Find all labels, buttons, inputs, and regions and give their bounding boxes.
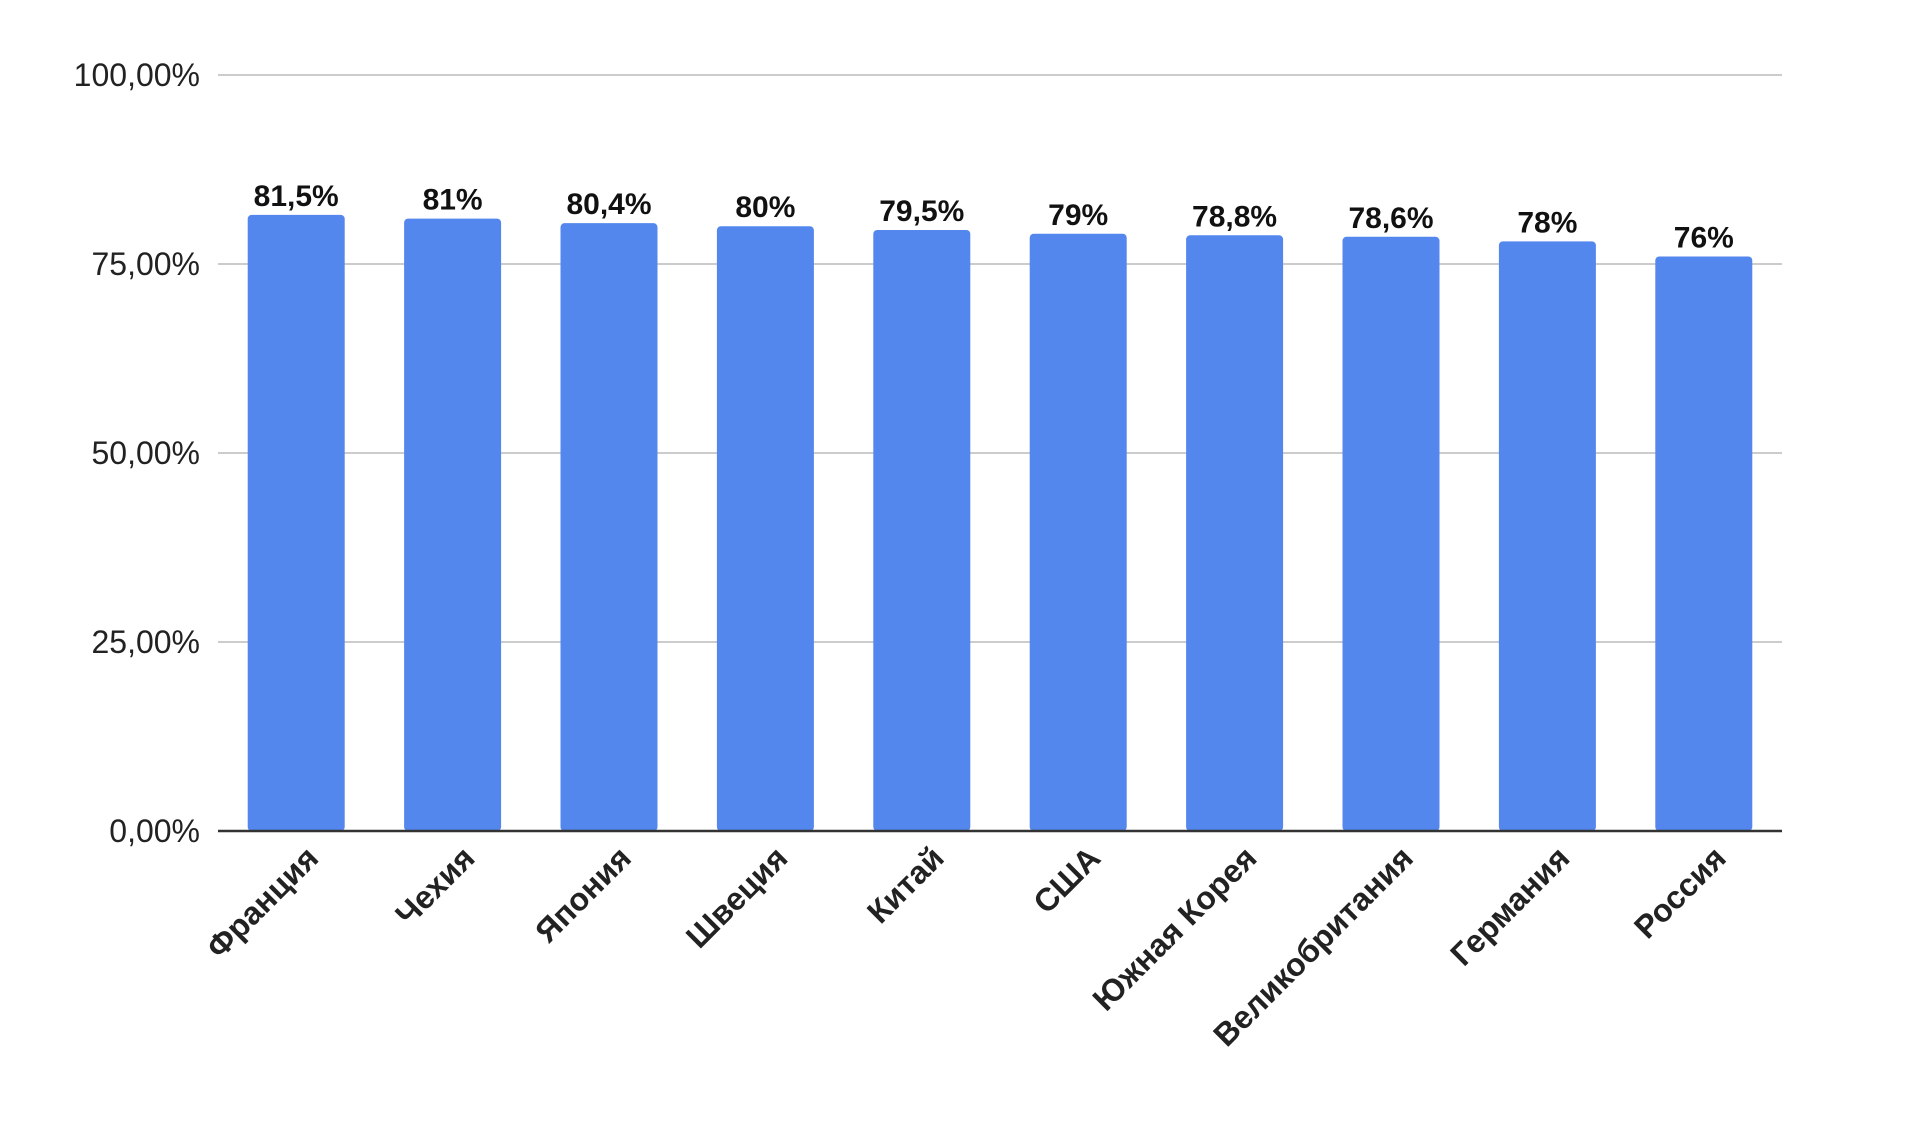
y-tick-label: 50,00%: [91, 435, 200, 471]
y-tick-label: 0,00%: [109, 813, 200, 849]
category-label: Китай: [860, 839, 951, 930]
data-label: 76%: [1674, 221, 1734, 254]
data-label: 81,5%: [254, 180, 339, 213]
bar: [404, 218, 502, 831]
bar: [560, 223, 658, 831]
bar: [1186, 235, 1284, 832]
y-tick-label: 75,00%: [91, 246, 200, 282]
bars: [247, 214, 1753, 832]
category-label: Швеция: [679, 839, 794, 954]
bar: [247, 214, 345, 832]
category-label: США: [1026, 839, 1107, 920]
data-label: 78,6%: [1348, 202, 1433, 235]
bar: [1498, 241, 1596, 831]
category-label: Россия: [1627, 839, 1733, 945]
category-label: Франция: [199, 839, 325, 965]
y-tick-label: 25,00%: [91, 624, 200, 660]
data-labels: 81,5% 81% 80,4% 80% 79,5% 79% 78,8% 78,6% 78% 76%: [254, 180, 1734, 255]
data-label: 79%: [1048, 199, 1108, 232]
bar: [1655, 256, 1753, 831]
bar: [716, 226, 814, 831]
category-label: Южная Корея: [1085, 839, 1263, 1017]
data-label: 81%: [423, 184, 483, 217]
data-label: 80%: [735, 191, 795, 224]
y-tick-label: 100,00%: [74, 57, 200, 93]
bar: [1029, 233, 1127, 831]
category-label: Япония: [528, 839, 638, 949]
y-axis-ticks: 0,00% 25,00% 50,00% 75,00% 100,00%: [74, 57, 200, 849]
bar: [1342, 236, 1440, 831]
data-label: 78%: [1517, 206, 1577, 239]
data-label: 78,8%: [1192, 200, 1277, 233]
data-label: 79,5%: [879, 195, 964, 228]
data-label: 80,4%: [566, 188, 651, 221]
bar: [873, 229, 971, 832]
category-label: Чехия: [388, 839, 481, 932]
category-label: Германия: [1443, 839, 1576, 972]
